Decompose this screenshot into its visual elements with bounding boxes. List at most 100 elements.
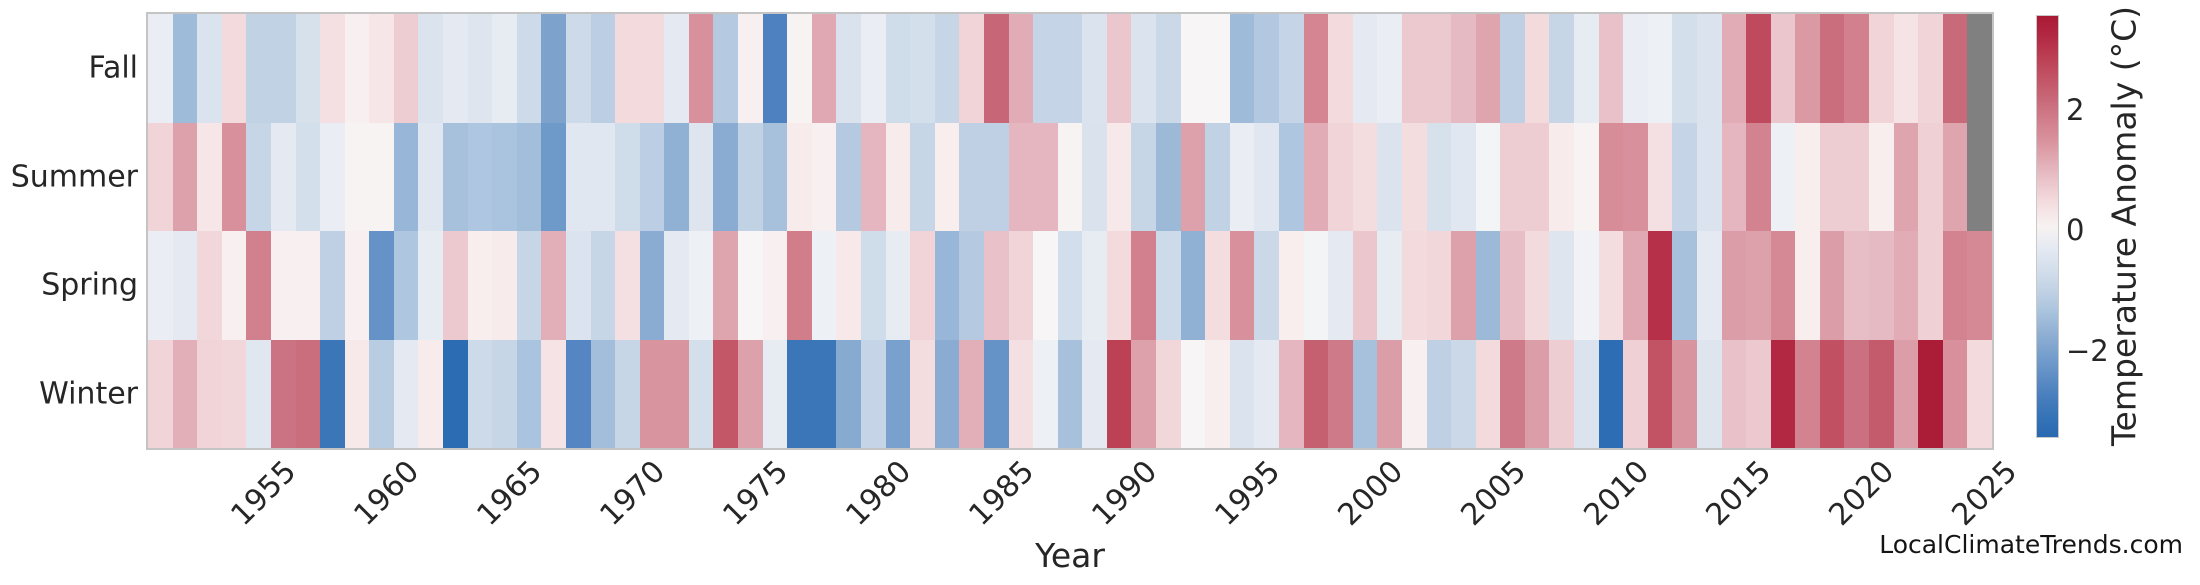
heatmap-cell	[516, 14, 542, 123]
heatmap-cell	[541, 231, 566, 340]
heatmap-cell	[1180, 231, 1206, 340]
heatmap-cell	[1303, 14, 1329, 123]
heatmap-cell	[197, 122, 222, 231]
x-axis-tick-label: 2025	[1945, 454, 2025, 533]
heatmap-cell	[1647, 14, 1673, 123]
heatmap-cell	[369, 122, 394, 231]
heatmap-cell	[1401, 231, 1427, 340]
heatmap-cell	[467, 231, 493, 340]
x-axis-tick-label: 1965	[470, 454, 550, 533]
heatmap-cell	[197, 14, 222, 123]
heatmap-cell	[418, 14, 444, 123]
heatmap-cell	[1008, 14, 1034, 123]
heatmap-cell	[1524, 231, 1550, 340]
heatmap-cell	[565, 14, 591, 123]
heatmap-cell	[738, 14, 763, 123]
heatmap-cell	[492, 231, 517, 340]
heatmap-cell	[1942, 231, 1968, 340]
heatmap-cell	[1451, 339, 1476, 448]
heatmap-cell	[1524, 14, 1550, 123]
heatmap-cell	[1401, 339, 1427, 448]
heatmap-cell	[639, 14, 665, 123]
row-label-winter: Winter	[39, 376, 138, 412]
heatmap-cell	[467, 339, 493, 448]
heatmap-cell	[1844, 122, 1870, 231]
heatmap-cell	[1352, 14, 1378, 123]
heatmap-cell	[295, 122, 321, 231]
heatmap-cell	[787, 231, 812, 340]
heatmap-cell	[148, 231, 173, 340]
heatmap-cell	[1352, 231, 1378, 340]
heatmap-cell	[1426, 14, 1452, 123]
heatmap-cell	[197, 231, 222, 340]
heatmap-cell	[1623, 231, 1648, 340]
heatmap-cell	[1942, 122, 1968, 231]
heatmap-cell	[615, 339, 640, 448]
row-label-summer: Summer	[10, 159, 138, 195]
heatmap-cell	[344, 231, 370, 340]
heatmap-cell	[1598, 231, 1624, 340]
heatmap-cell	[1205, 122, 1230, 231]
heatmap-cell	[492, 14, 517, 123]
heatmap-cell	[1574, 231, 1599, 340]
heatmap-cell	[221, 122, 247, 231]
heatmap-cell	[344, 122, 370, 231]
heatmap-cell	[1057, 339, 1083, 448]
heatmap-cell	[393, 339, 419, 448]
heatmap-cell	[1598, 339, 1624, 448]
heatmap-cell	[1500, 122, 1525, 231]
heatmap-cell	[1131, 339, 1157, 448]
heatmap-cell	[344, 339, 370, 448]
heatmap-cell	[516, 231, 542, 340]
heatmap-cell	[443, 339, 468, 448]
heatmap-cell	[1893, 122, 1919, 231]
heatmap-cell	[688, 14, 714, 123]
heatmap-cell	[1918, 122, 1943, 231]
heatmap-cell	[1893, 14, 1919, 123]
heatmap-cell	[1500, 14, 1525, 123]
heatmap-cell	[1967, 231, 1992, 340]
heatmap-cell	[565, 231, 591, 340]
heatmap-cell	[1869, 122, 1894, 231]
heatmap-cell	[861, 122, 886, 231]
x-axis-tick-label: 2005	[1453, 454, 1533, 533]
heatmap-cell	[369, 231, 394, 340]
heatmap-cell	[1721, 231, 1747, 340]
heatmap-cell	[320, 122, 345, 231]
heatmap-cell	[713, 231, 739, 340]
heatmap-cell	[467, 122, 493, 231]
colorbar-tick-label: 0	[2066, 213, 2085, 247]
heatmap-cell	[910, 339, 935, 448]
heatmap-cell	[393, 231, 419, 340]
heatmap-cell	[1746, 231, 1771, 340]
heatmap-cell	[1844, 339, 1870, 448]
heatmap-cell	[1967, 14, 1992, 123]
heatmap-cell	[172, 231, 198, 340]
heatmap-cell	[738, 122, 763, 231]
heatmap-cell	[369, 14, 394, 123]
heatmap-cell	[1401, 14, 1427, 123]
heatmap-cell	[959, 339, 984, 448]
heatmap-cell	[590, 122, 616, 231]
heatmap-cell	[1746, 14, 1771, 123]
heatmap-cell	[1303, 339, 1329, 448]
heatmap-cell	[1278, 14, 1304, 123]
heatmap-cell	[1278, 339, 1304, 448]
heatmap-cell	[1647, 122, 1673, 231]
heatmap-cell	[418, 122, 444, 231]
heatmap-cell	[934, 339, 960, 448]
heatmap-cell	[1328, 122, 1353, 231]
heatmap-cell	[1082, 339, 1107, 448]
heatmap-cell	[172, 14, 198, 123]
heatmap-cell	[1721, 14, 1747, 123]
heatmap-cell	[393, 122, 419, 231]
heatmap-cell	[1574, 122, 1599, 231]
heatmap-cell	[1451, 14, 1476, 123]
heatmap-cell	[1942, 14, 1968, 123]
heatmap-cell	[934, 14, 960, 123]
heatmap-cell	[836, 122, 861, 231]
heatmap-cell	[811, 339, 837, 448]
heatmap-cell	[1377, 122, 1402, 231]
heatmap-cell	[541, 122, 566, 231]
heatmap-cell	[565, 339, 591, 448]
